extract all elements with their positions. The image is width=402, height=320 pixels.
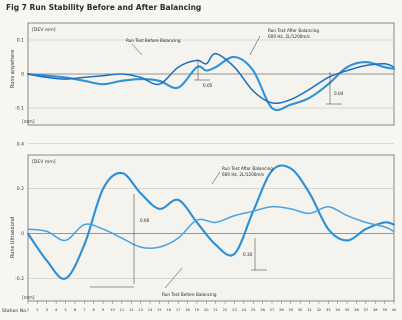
upper-y-tick-label-1: 0: [21, 72, 24, 78]
lower-plot-frame: [27, 154, 395, 302]
upper-series-line-1: [27, 52, 395, 105]
x-tick-label-0: 1: [27, 308, 29, 312]
upper-label-after-note: 600 Hz, 2L/1200m/s: [268, 34, 310, 39]
lower-label-after: Run Test After Balancing: [222, 166, 273, 171]
upper-label-after: Run Test After Balancing: [268, 28, 319, 33]
upper-chart: [DEV mm] Runs anywhere [mm] 0.1 0 -0.1 Run…: [10, 22, 396, 126]
x-tick-label-3: 4: [55, 308, 58, 312]
x-tick-label-9: 10: [110, 308, 115, 312]
upper-series-line-0: [26, 55, 396, 112]
x-tick-label-15: 16: [166, 308, 171, 312]
lower-annotation-b: 0.30: [243, 252, 253, 257]
x-axis-label: Station No.: [2, 308, 27, 314]
lower-series-line-0: [26, 164, 396, 280]
lower-label-before: Run Test Before Balancing: [162, 292, 217, 297]
lower-y-unit: [mm]: [22, 295, 35, 301]
x-axis-ticks: 1 2 3 4 5 6 7 8 9 10 11 12 13 14 15 16 17 18 19 20 21 22 23 24 2…: [27, 301, 397, 312]
x-tick-label-7: 8: [93, 308, 96, 312]
x-tick-label-35: 36: [354, 308, 359, 312]
upper-y-axis-label: Runs anywhere: [10, 50, 16, 88]
lower-y-ticks: 0.4 0.2 0 -0.2: [15, 141, 24, 282]
lower-label-after-note: 600 Hz, 2L/1200m/s: [222, 172, 264, 177]
lower-y-tick-label-0: 0.4: [17, 141, 24, 147]
x-tick-label-27: 28: [279, 308, 284, 312]
lower-leader-after: [211, 171, 221, 185]
x-tick-label-29: 30: [298, 308, 303, 312]
upper-annotation-a: 0.05: [203, 83, 213, 88]
upper-annotation-b: 0.04: [334, 91, 344, 96]
x-tick-label-39: 40: [392, 308, 397, 312]
x-tick-label-34: 35: [345, 308, 350, 312]
x-tick-label-24: 25: [251, 308, 256, 312]
x-tick-label-14: 15: [157, 308, 162, 312]
upper-leader-after: [249, 35, 261, 56]
x-tick-label-30: 31: [307, 308, 312, 312]
upper-y-unit: [mm]: [22, 119, 35, 125]
lower-y-tick-label-2: 0: [21, 231, 24, 237]
x-tick-label-6: 7: [83, 308, 85, 312]
x-tick-label-16: 17: [176, 308, 181, 312]
x-tick-label-18: 19: [195, 308, 200, 312]
x-tick-label-20: 21: [213, 308, 218, 312]
lower-leader-before: [164, 267, 183, 289]
x-tick-label-19: 20: [204, 308, 209, 312]
x-tick-label-26: 27: [270, 308, 275, 312]
x-tick-label-10: 11: [120, 308, 125, 312]
x-tick-label-11: 12: [129, 308, 134, 312]
x-tick-label-23: 24: [242, 308, 247, 312]
x-tick-label-36: 37: [364, 308, 369, 312]
upper-y-ticks: 0.1 0 -0.1: [15, 38, 24, 112]
lower-series-group: [26, 164, 396, 280]
lower-units-label: [DEV mm]: [32, 159, 56, 165]
lower-y-tick-label-1: 0.2: [17, 186, 24, 192]
x-tick-label-4: 5: [64, 308, 66, 312]
lower-series-line-1: [27, 205, 395, 249]
x-tick-label-32: 33: [326, 308, 331, 312]
x-tick-label-33: 34: [335, 308, 340, 312]
x-tick-label-21: 22: [223, 308, 228, 312]
x-tick-label-28: 29: [288, 308, 293, 312]
x-tick-label-1: 2: [36, 308, 38, 312]
upper-leader-before: [131, 43, 143, 56]
x-tick-label-17: 18: [185, 308, 190, 312]
x-tick-label-38: 39: [382, 308, 387, 312]
figure-title: Fig 7 Run Stability Before and After Bal…: [6, 3, 201, 12]
upper-series-group: [26, 52, 396, 112]
x-tick-label-22: 23: [232, 308, 237, 312]
x-tick-label-2: 3: [46, 308, 48, 312]
upper-grid: [28, 39, 394, 109]
lower-y-tick-label-3: -0.2: [15, 276, 24, 282]
x-tick-label-25: 26: [260, 308, 265, 312]
x-tick-label-31: 32: [317, 308, 322, 312]
x-tick-label-37: 38: [373, 308, 378, 312]
upper-units-label: [DEV mm]: [32, 27, 56, 33]
x-tick-label-8: 9: [102, 308, 105, 312]
upper-label-before: Run Test Before Balancing: [126, 38, 181, 43]
x-tick-label-13: 14: [148, 308, 153, 312]
x-tick-label-5: 6: [74, 308, 77, 312]
lower-chart: [DEV mm] Runs Ultrasound [mm] 0.4 0.2 0 -0.…: [10, 141, 396, 302]
x-tick-label-12: 13: [138, 308, 143, 312]
lower-annotation-a: 0.60: [140, 218, 150, 223]
lower-y-axis-label: Runs Ultrasound: [10, 217, 16, 258]
upper-y-tick-label-0: 0.1: [17, 38, 24, 44]
upper-y-tick-label-2: -0.1: [15, 106, 24, 112]
